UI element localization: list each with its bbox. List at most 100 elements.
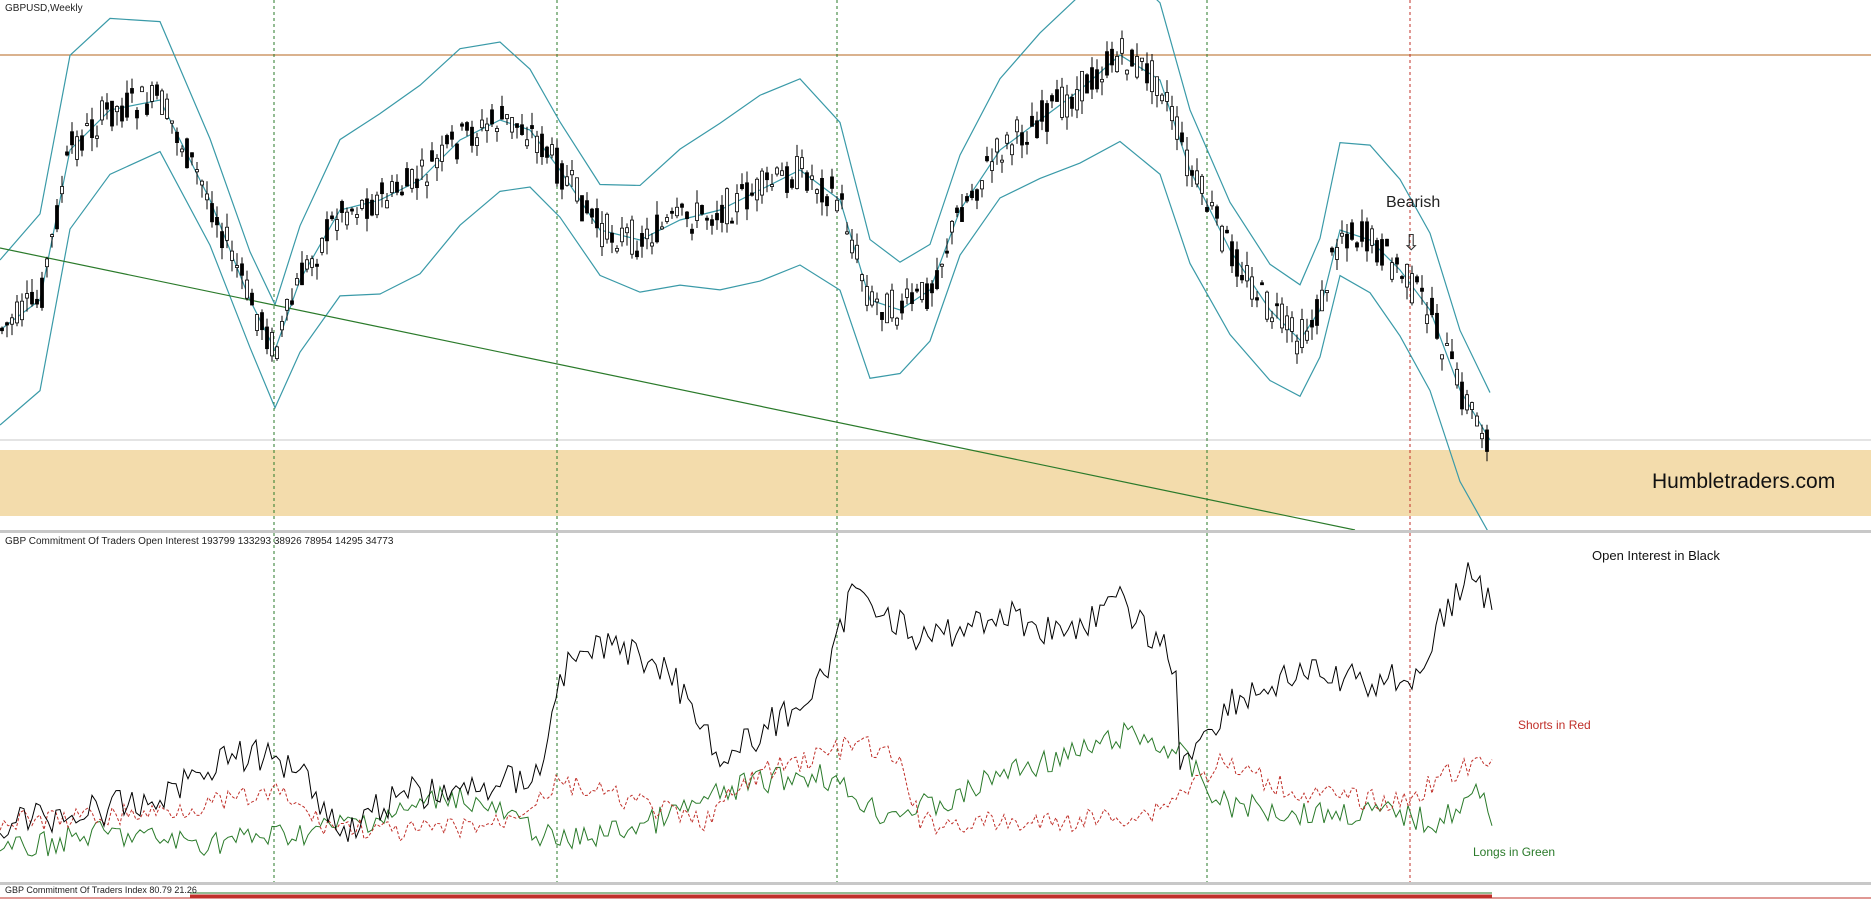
candle-body <box>1285 315 1289 331</box>
candle-body <box>445 135 449 145</box>
candle-body <box>405 168 409 187</box>
candle-body <box>580 195 584 222</box>
candle-body <box>195 169 199 173</box>
candle-body <box>685 211 689 220</box>
candle-body <box>1005 134 1009 144</box>
candle-body <box>665 217 669 222</box>
candle-body <box>755 178 759 201</box>
candle-body <box>310 258 314 268</box>
bearish-annotation: Bearish <box>1386 194 1441 211</box>
candle-body <box>1225 229 1229 234</box>
candle-body <box>185 138 189 169</box>
candle-body <box>1170 106 1174 122</box>
price-chart-canvas[interactable] <box>0 0 1871 530</box>
candle-body <box>885 293 889 324</box>
candle-body <box>735 193 739 213</box>
candle-body <box>1385 238 1389 247</box>
candle-body <box>865 286 869 306</box>
candle-body <box>1265 291 1269 320</box>
candle-body <box>180 148 184 153</box>
candle-body <box>850 239 854 254</box>
watermark: Humbletraders.com <box>1652 470 1836 493</box>
candle-body <box>720 204 724 223</box>
cot-index-pane[interactable]: GBP Commitment Of Traders Index 80.79 21… <box>0 885 1871 899</box>
candle-body <box>155 84 159 96</box>
candle-body <box>810 175 814 180</box>
candle-body <box>955 207 959 214</box>
candle-body <box>45 258 49 268</box>
candle-body <box>950 220 954 233</box>
candle-body <box>835 199 839 212</box>
candle-body <box>915 288 919 292</box>
candle-body <box>15 301 19 324</box>
candle-body <box>1485 429 1489 452</box>
candle-body <box>1195 170 1199 185</box>
candle-body <box>330 215 334 220</box>
candle-body <box>1430 297 1434 316</box>
candle-body <box>1290 317 1294 332</box>
candle-body <box>1180 132 1184 143</box>
candle-body <box>1380 239 1384 266</box>
candle-body <box>860 274 864 282</box>
candle-body <box>1425 314 1429 324</box>
candle-body <box>1400 276 1404 279</box>
candle-body <box>175 131 179 143</box>
candle-body <box>795 156 799 189</box>
candle-body <box>990 161 994 171</box>
candle-body <box>1465 394 1469 411</box>
candle-body <box>1065 94 1069 118</box>
candle-body <box>1350 222 1354 240</box>
candle-body <box>1010 144 1014 156</box>
candle-body <box>60 186 64 195</box>
candle-body <box>235 265 239 268</box>
candle-body <box>210 203 214 223</box>
candle-body <box>145 103 149 115</box>
candle-body <box>820 178 824 203</box>
candle-body <box>475 137 479 146</box>
candle-body <box>140 86 144 93</box>
candle-body <box>230 250 234 261</box>
pane-separator[interactable] <box>0 882 1871 885</box>
candle-body <box>1070 96 1074 109</box>
open-interest-canvas[interactable] <box>0 533 1871 882</box>
candle-body <box>650 242 654 247</box>
candle-body <box>800 157 804 169</box>
candle-body <box>430 150 434 162</box>
candle-body <box>1455 368 1459 386</box>
candle-body <box>1145 63 1149 84</box>
candle-body <box>1255 297 1259 301</box>
price-chart-pane[interactable]: GBPUSD,Weekly Bearish ⇩ Humbletraders.co… <box>0 0 1871 530</box>
candle-body <box>355 214 359 218</box>
candle-body <box>150 85 154 102</box>
candle-body <box>1200 175 1204 194</box>
cot-index-canvas[interactable] <box>0 885 1871 899</box>
candle-body <box>1150 60 1154 93</box>
candle-body <box>630 219 634 255</box>
candle-body <box>170 120 174 124</box>
candle-body <box>1450 351 1454 360</box>
candle-body <box>980 180 984 190</box>
candle-body <box>55 205 59 230</box>
candle-body <box>625 227 629 234</box>
candle-body <box>765 172 769 181</box>
candle-body <box>1300 319 1304 348</box>
candle-body <box>1240 274 1244 281</box>
candle-body <box>1060 86 1064 118</box>
candle-body <box>645 228 649 240</box>
candle-body <box>280 321 284 331</box>
candle-body <box>1360 221 1364 242</box>
candle-body <box>605 213 609 240</box>
candle-body <box>875 298 879 303</box>
candle-body <box>1020 132 1024 146</box>
candle-body <box>905 288 909 298</box>
candle-body <box>450 131 454 140</box>
pane-separator[interactable] <box>0 530 1871 533</box>
candle-body <box>385 200 389 209</box>
candle-body <box>455 143 459 160</box>
candle-body <box>1085 74 1089 94</box>
candle-body <box>890 289 894 319</box>
candle-body <box>505 114 509 120</box>
candle-body <box>485 123 489 132</box>
candle-body <box>35 298 39 305</box>
open-interest-pane[interactable]: GBP Commitment Of Traders Open Interest … <box>0 533 1871 882</box>
